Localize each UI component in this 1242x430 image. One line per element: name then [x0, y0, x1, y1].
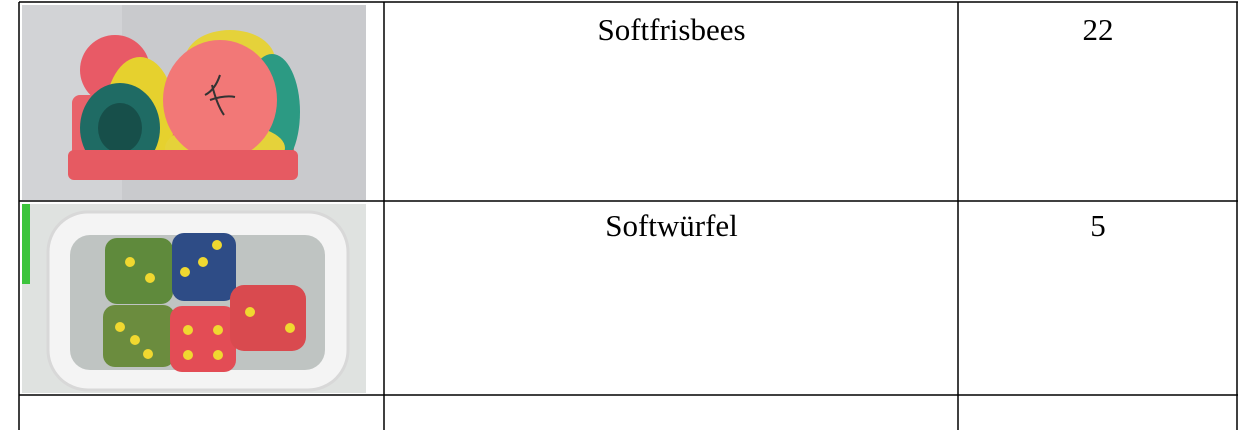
- table-borders: [18, 1, 1238, 430]
- item-name: Softfrisbees: [597, 12, 746, 47]
- frisbee-photo: [22, 5, 366, 200]
- dice-photo: [22, 204, 366, 393]
- item-count: 5: [1090, 208, 1106, 243]
- item-name: Softwürfel: [605, 208, 738, 243]
- item-count: 22: [1082, 12, 1114, 47]
